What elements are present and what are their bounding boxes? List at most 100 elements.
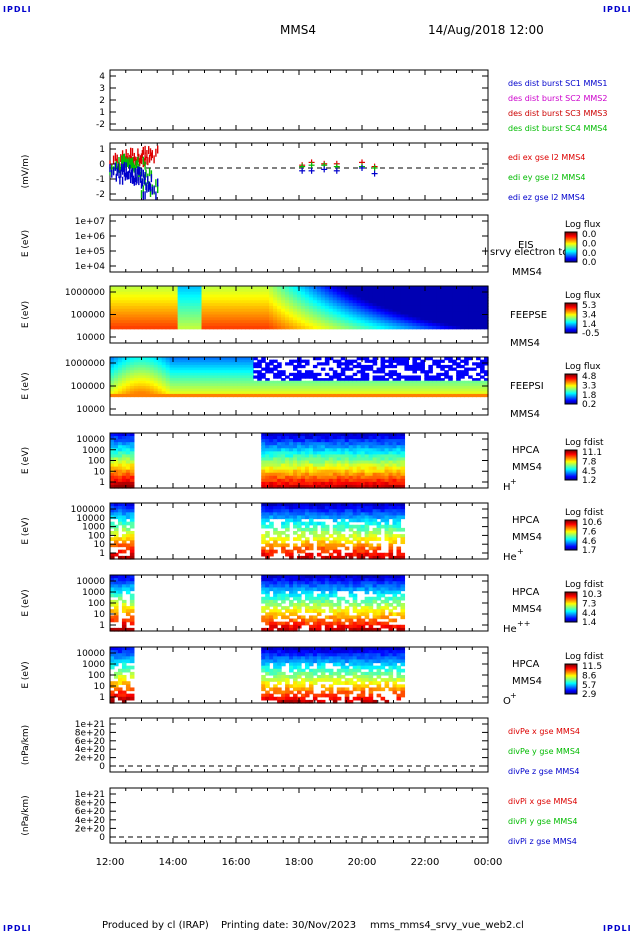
feepse-cell <box>392 286 398 290</box>
feepsi-cell <box>320 367 326 371</box>
feepsi-cell <box>424 372 429 377</box>
feepse-cell <box>352 308 358 313</box>
hpca_h-cell <box>396 451 402 455</box>
feepsi-cell <box>257 388 262 392</box>
feepsi-cell <box>312 388 318 392</box>
feepse-cell <box>316 320 322 324</box>
hpca_hepp-cell <box>129 599 135 604</box>
feepse-cell <box>205 294 211 298</box>
feepsi-cell <box>444 391 449 395</box>
feepse-cell <box>169 325 175 330</box>
feepse-cell <box>261 317 266 321</box>
feepsi-cell <box>456 357 461 361</box>
hpca_hepp-cell <box>121 578 127 582</box>
hpca_he-cell <box>269 521 274 526</box>
feepse-colorbar-cell <box>565 325 577 327</box>
feepsi-cell <box>400 386 406 390</box>
feepsi-cell <box>277 386 282 390</box>
feepsi-cell <box>456 380 461 384</box>
feepse-cell <box>149 291 155 296</box>
feepse-cell <box>229 300 234 304</box>
feepsi-cell <box>289 380 294 384</box>
feepse-cell <box>157 308 163 313</box>
hpca_h-cell <box>308 433 314 437</box>
feepsi-cell <box>400 357 406 361</box>
feepsi-cell <box>320 383 326 387</box>
hpca_h-cell <box>261 466 266 471</box>
hpca_he-cell <box>344 521 350 526</box>
hpca_he-cell <box>320 527 326 532</box>
hpca_h-cell <box>125 478 131 483</box>
hpca_h-cell <box>273 469 278 474</box>
feepsi-cell <box>460 386 465 390</box>
feepse-cell <box>257 325 262 330</box>
hpca_h-cell <box>293 475 298 480</box>
feepse-cell <box>444 288 449 293</box>
feepse-cell <box>308 323 314 327</box>
feepse-cell <box>225 320 230 324</box>
hpca_h-cell <box>308 451 314 455</box>
hpca_he-cell <box>304 527 310 532</box>
hpca_h-cell <box>372 457 378 462</box>
feepsi-cell <box>213 391 219 395</box>
hpca_h-cell <box>277 433 282 437</box>
hpca_h-cell <box>308 481 314 486</box>
hpca_hepp-cell <box>113 606 119 610</box>
feepsi-cell <box>185 362 191 366</box>
feepsi-cell <box>245 364 250 369</box>
feepse-cell <box>253 288 258 293</box>
feepsi-cell <box>213 393 219 398</box>
hpca_h-cell <box>312 475 318 480</box>
feepsi-colorbar-cell <box>565 380 577 382</box>
feepsi-cell <box>153 380 159 384</box>
feepse-cell <box>197 286 203 290</box>
hpca_h-cell <box>125 442 131 446</box>
feepsi-cell <box>336 393 342 398</box>
hpca_h-cell <box>110 439 115 443</box>
hpca_h-cell <box>400 472 406 477</box>
feepse-cell <box>153 300 159 304</box>
feepse-cell <box>141 314 147 318</box>
feepse-cell <box>388 288 394 293</box>
feepsi-cell <box>356 357 362 361</box>
feepse-cell <box>316 303 322 307</box>
feepsi-cell <box>229 393 234 398</box>
feepse-colorbar-tick: 3.4 <box>582 310 597 320</box>
feepse-cell <box>137 311 143 316</box>
hpca_h-cell <box>320 478 326 483</box>
hpca_h-cell <box>388 484 394 489</box>
feepsi-cell <box>217 393 223 398</box>
feepsi-cell <box>444 388 449 392</box>
hpca_h-cell <box>336 448 342 452</box>
feepse-cell <box>300 314 306 318</box>
feepsi-cell <box>396 393 402 398</box>
feepse-cell <box>364 286 370 290</box>
hpca_h-cell <box>356 475 362 480</box>
hpca_h-cell <box>344 481 350 486</box>
hpca_he-cell <box>316 537 322 541</box>
hpca_he-cell <box>129 503 135 507</box>
hpca_h-cell <box>110 445 115 449</box>
feepsi-cell <box>472 362 477 366</box>
feepse-cell <box>480 286 485 290</box>
hpca_h-cell <box>110 433 115 437</box>
feepsi-cell <box>332 391 338 395</box>
feepsi-cell <box>229 378 234 382</box>
feepse-cell <box>376 308 382 313</box>
feepse-cell <box>133 291 139 296</box>
panel-frame-2 <box>109 214 489 273</box>
feepsi-cell <box>285 388 290 392</box>
feepsi-cell <box>113 359 119 363</box>
feepse-cell <box>320 291 326 296</box>
hpca_he-cell <box>336 524 342 529</box>
feepse-cell <box>209 303 215 307</box>
feepse-cell <box>332 300 338 304</box>
feepse-cell <box>265 308 270 313</box>
feepsi-cell <box>177 393 183 398</box>
feepse-cell <box>420 311 425 316</box>
hpca_h-cell <box>304 442 310 446</box>
feepsi-cell <box>412 362 417 366</box>
hpca_he-cell <box>277 515 282 520</box>
hpca_h-cell <box>400 433 406 437</box>
feepse-cell <box>436 320 441 324</box>
